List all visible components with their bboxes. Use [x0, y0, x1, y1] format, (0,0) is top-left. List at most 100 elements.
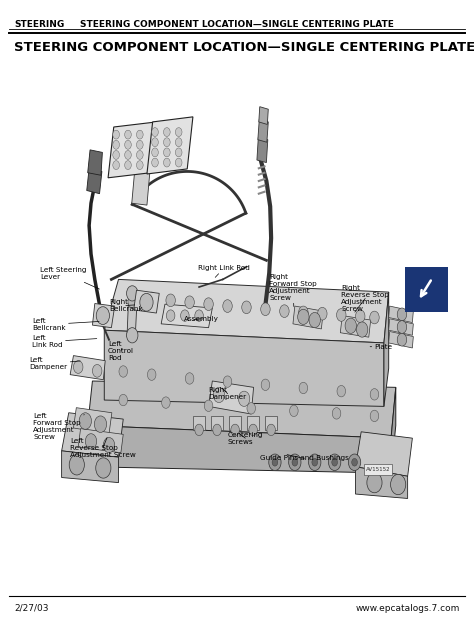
- Circle shape: [113, 140, 119, 149]
- Text: Left
Forward Stop
Adjustment
Screw: Left Forward Stop Adjustment Screw: [33, 413, 84, 439]
- Circle shape: [204, 400, 213, 411]
- Polygon shape: [88, 150, 102, 175]
- Circle shape: [345, 318, 356, 333]
- Circle shape: [391, 474, 406, 495]
- Circle shape: [85, 434, 97, 449]
- Text: Left Steering
Lever: Left Steering Lever: [40, 267, 100, 289]
- Text: AV15152: AV15152: [365, 467, 390, 472]
- Polygon shape: [147, 117, 193, 174]
- Circle shape: [103, 438, 115, 453]
- Circle shape: [152, 148, 158, 157]
- Circle shape: [213, 424, 221, 436]
- Polygon shape: [389, 306, 413, 323]
- Polygon shape: [293, 306, 323, 329]
- Circle shape: [231, 424, 239, 436]
- Polygon shape: [391, 387, 396, 473]
- Circle shape: [204, 298, 213, 311]
- Text: www.epcatalogs.7.com: www.epcatalogs.7.com: [356, 604, 460, 613]
- Circle shape: [299, 382, 308, 394]
- Circle shape: [113, 161, 119, 170]
- Circle shape: [261, 379, 270, 391]
- Circle shape: [261, 303, 270, 316]
- Text: Centering
Screws: Centering Screws: [228, 432, 263, 444]
- Circle shape: [356, 310, 365, 323]
- Circle shape: [164, 128, 170, 137]
- Text: Left
Bellcrank: Left Bellcrank: [32, 318, 99, 331]
- Bar: [193, 416, 205, 430]
- Circle shape: [119, 366, 128, 377]
- Text: 2/27/03: 2/27/03: [14, 604, 49, 613]
- Circle shape: [125, 161, 131, 170]
- Text: STEERING COMPONENT LOCATION—SINGLE CENTERING PLATE: STEERING COMPONENT LOCATION—SINGLE CENTE…: [80, 20, 394, 29]
- Text: Guide Pins and Bushings: Guide Pins and Bushings: [260, 455, 348, 462]
- Text: Right
Bellcrank: Right Bellcrank: [109, 299, 143, 312]
- Bar: [405, 267, 448, 312]
- Polygon shape: [134, 290, 159, 313]
- Polygon shape: [340, 316, 371, 337]
- Text: Right Link Rod: Right Link Rod: [198, 265, 250, 277]
- Circle shape: [397, 321, 407, 333]
- Circle shape: [147, 369, 156, 380]
- Circle shape: [137, 140, 143, 149]
- Circle shape: [175, 158, 182, 167]
- Text: Left
Reverse Stop
Adjustment Screw: Left Reverse Stop Adjustment Screw: [70, 438, 136, 458]
- Circle shape: [128, 295, 137, 308]
- Circle shape: [175, 138, 182, 147]
- Circle shape: [242, 301, 251, 314]
- Circle shape: [127, 286, 138, 301]
- Circle shape: [152, 128, 158, 137]
- Circle shape: [113, 150, 119, 159]
- Circle shape: [356, 322, 368, 337]
- Circle shape: [195, 424, 203, 436]
- Circle shape: [181, 310, 189, 321]
- Circle shape: [92, 364, 102, 377]
- Circle shape: [280, 305, 289, 318]
- Bar: [364, 464, 392, 475]
- Circle shape: [73, 361, 83, 373]
- Circle shape: [119, 394, 128, 406]
- Circle shape: [289, 454, 301, 471]
- Circle shape: [94, 416, 107, 432]
- Polygon shape: [62, 451, 118, 483]
- Circle shape: [337, 309, 346, 321]
- Circle shape: [147, 292, 156, 305]
- Circle shape: [332, 458, 337, 466]
- Circle shape: [370, 311, 379, 324]
- Text: Left
Dampener: Left Dampener: [29, 358, 80, 370]
- Circle shape: [352, 458, 357, 466]
- Polygon shape: [88, 381, 396, 438]
- Circle shape: [137, 150, 143, 159]
- Circle shape: [175, 128, 182, 137]
- Polygon shape: [356, 467, 408, 498]
- Circle shape: [290, 405, 298, 417]
- Circle shape: [185, 296, 194, 309]
- Polygon shape: [104, 330, 384, 406]
- Circle shape: [164, 148, 170, 157]
- Circle shape: [125, 130, 131, 139]
- Text: Right
Dampener: Right Dampener: [209, 387, 246, 400]
- Circle shape: [113, 130, 119, 139]
- Circle shape: [195, 310, 203, 321]
- Polygon shape: [92, 304, 115, 328]
- Circle shape: [318, 307, 327, 320]
- Circle shape: [166, 310, 175, 321]
- Circle shape: [269, 454, 281, 471]
- Bar: [265, 416, 277, 430]
- Circle shape: [328, 454, 341, 471]
- Circle shape: [332, 408, 341, 419]
- Circle shape: [125, 140, 131, 149]
- Polygon shape: [127, 289, 137, 340]
- Polygon shape: [78, 429, 123, 453]
- Circle shape: [152, 138, 158, 147]
- Circle shape: [299, 306, 308, 319]
- Circle shape: [397, 308, 407, 321]
- Bar: [211, 416, 223, 430]
- Circle shape: [272, 458, 278, 466]
- Circle shape: [223, 376, 232, 387]
- Polygon shape: [384, 292, 389, 406]
- Circle shape: [370, 410, 379, 422]
- Circle shape: [223, 300, 232, 312]
- Polygon shape: [259, 107, 268, 124]
- Circle shape: [397, 333, 407, 346]
- Circle shape: [309, 454, 321, 471]
